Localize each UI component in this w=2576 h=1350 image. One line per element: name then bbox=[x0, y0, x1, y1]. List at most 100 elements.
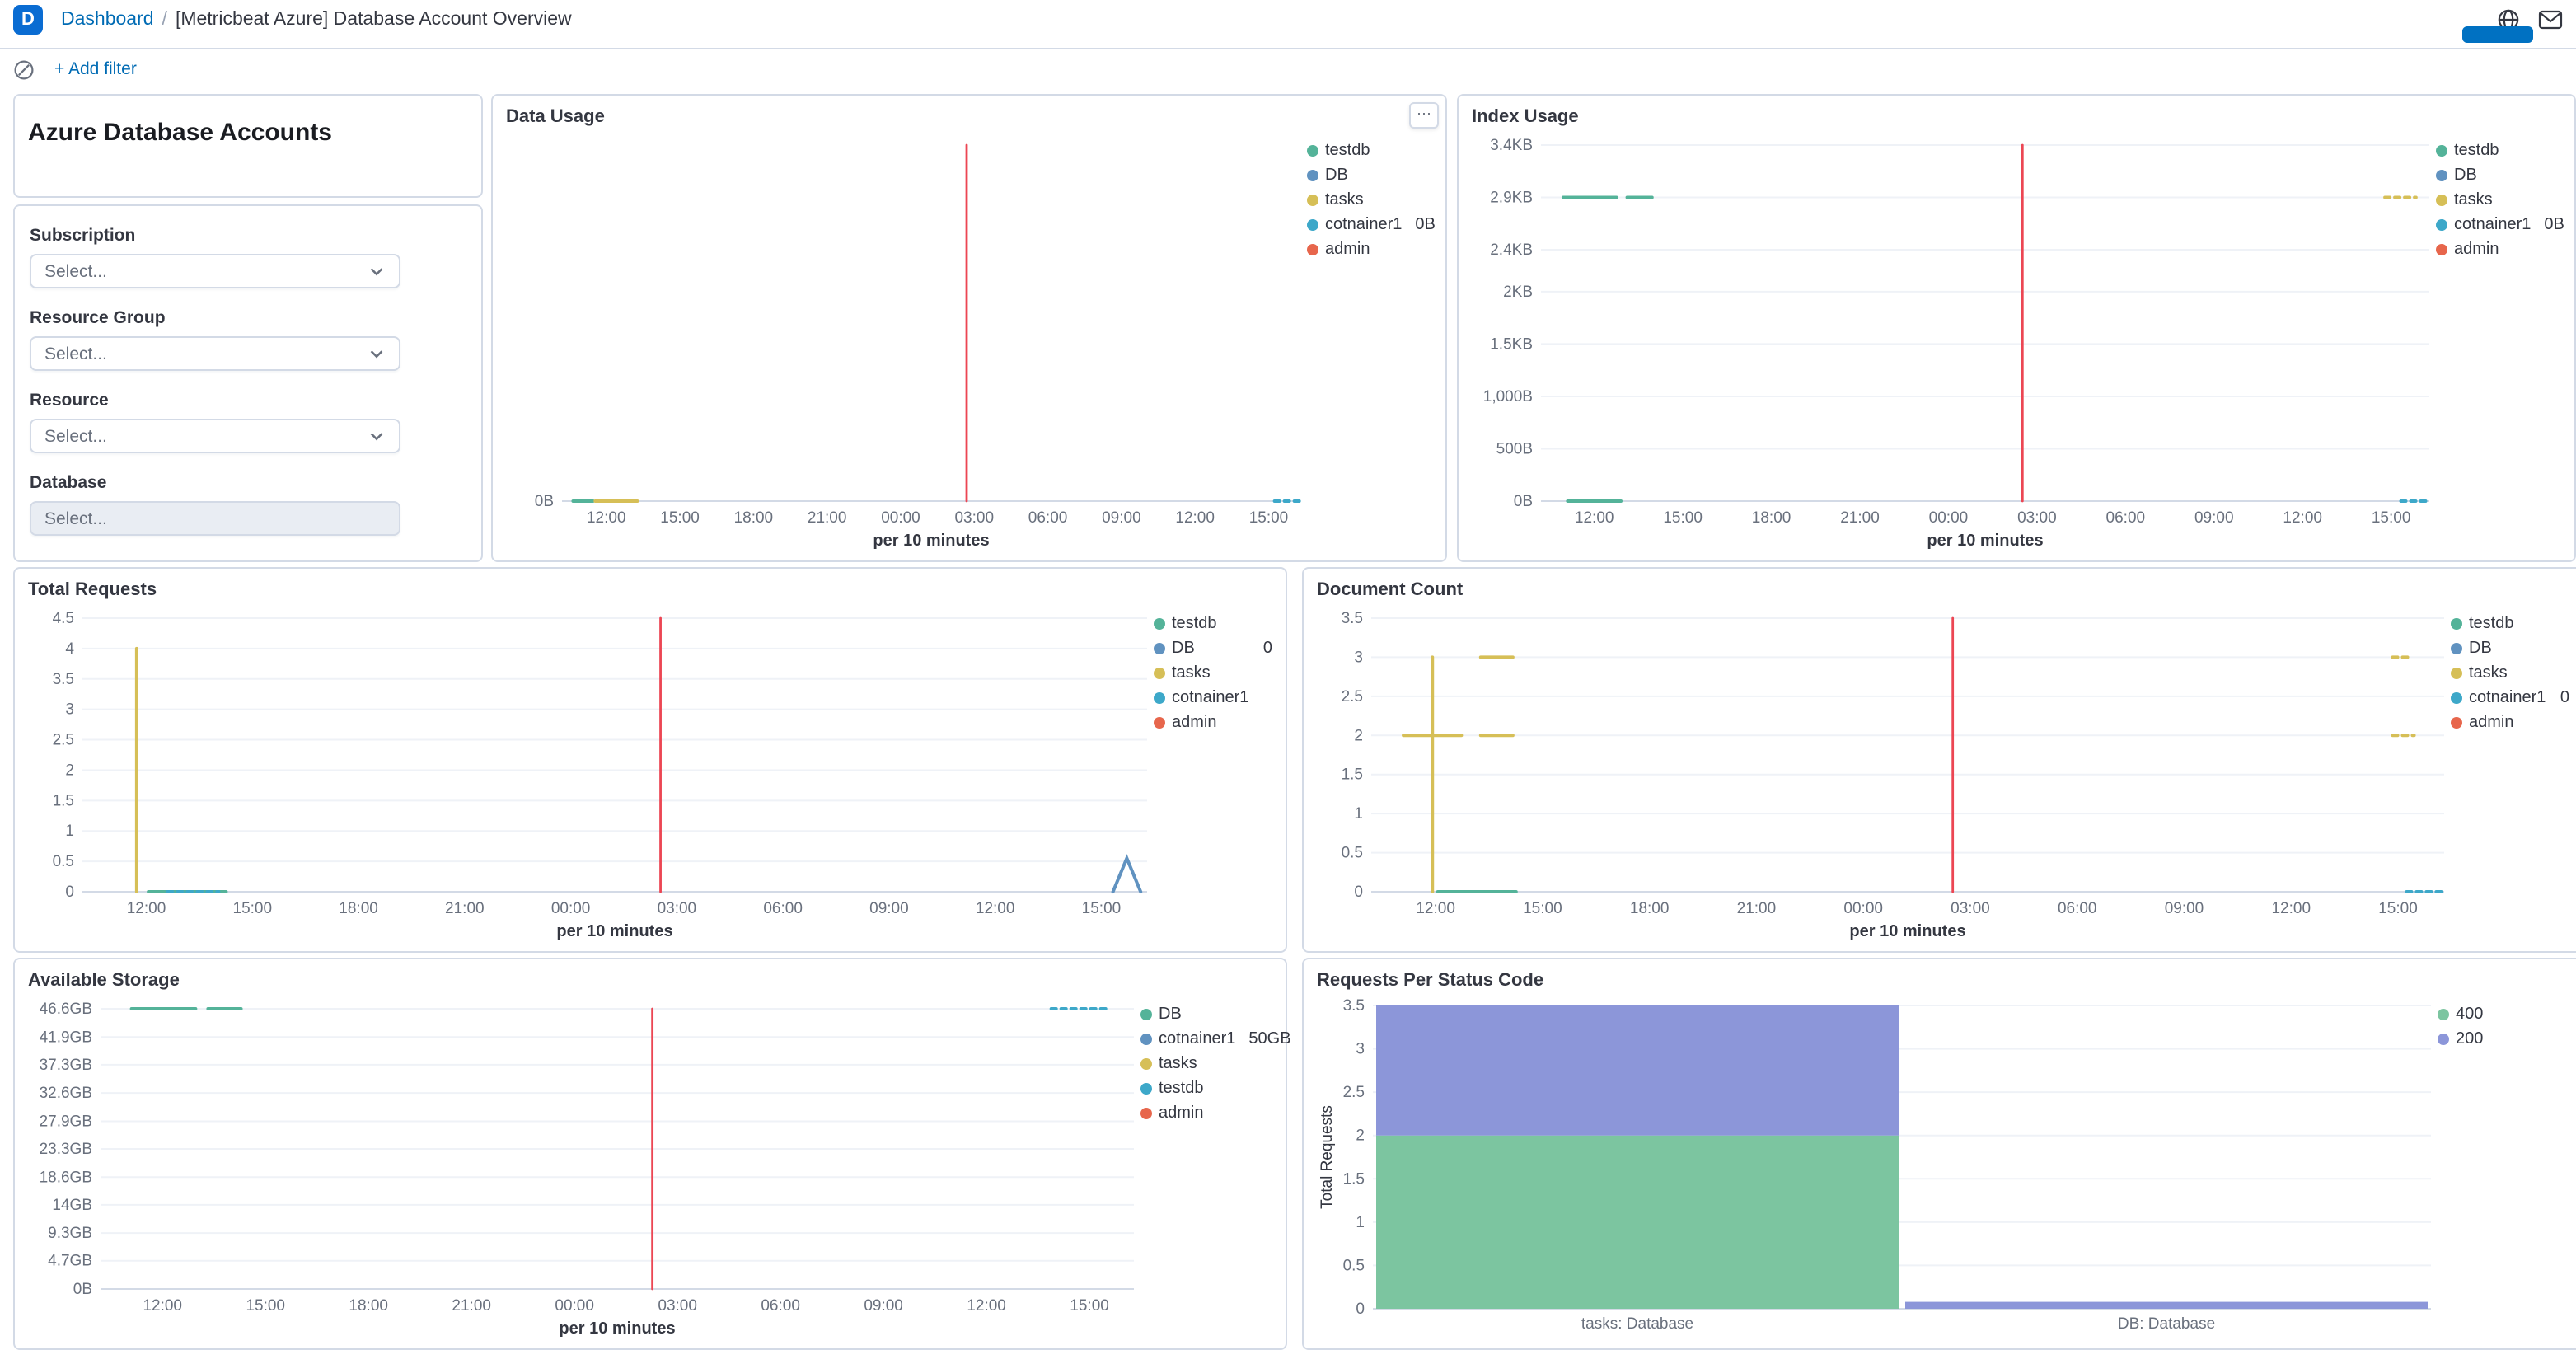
legend-label: 200 bbox=[2456, 1030, 2484, 1048]
resource-placeholder: Select... bbox=[44, 426, 107, 446]
legend-item[interactable]: cotnainer1 bbox=[1154, 689, 1272, 707]
legend-item[interactable]: DB bbox=[1140, 1005, 1272, 1024]
svg-text:37.3GB: 37.3GB bbox=[40, 1057, 92, 1074]
legend-item[interactable]: testdb bbox=[1154, 615, 1272, 633]
svg-text:18:00: 18:00 bbox=[339, 900, 378, 917]
svg-text:12:00: 12:00 bbox=[1175, 509, 1215, 527]
document-count-chart[interactable]: 0 0.5 1 1.5 2 2.5 3 3.5 12:00 15:00 18:00 21:00 00:0… bbox=[1317, 602, 2451, 941]
legend-dot bbox=[1154, 668, 1165, 679]
legend-item[interactable]: 200 bbox=[2438, 1030, 2569, 1048]
svg-text:18:00: 18:00 bbox=[1630, 900, 1670, 917]
svg-text:06:00: 06:00 bbox=[761, 1297, 800, 1315]
svg-text:15:00: 15:00 bbox=[1249, 509, 1289, 527]
resource-select[interactable]: Select... bbox=[30, 419, 400, 453]
legend-item[interactable]: DB bbox=[2436, 166, 2561, 185]
legend-item[interactable]: testdb bbox=[1140, 1080, 1272, 1098]
svg-text:14GB: 14GB bbox=[52, 1197, 92, 1214]
legend-item[interactable]: DB bbox=[2451, 640, 2569, 658]
chart-canvas: 0 0.5 1 1.5 2 2.5 3 3.5 12:00 15:00 18:00 21:00 00:0… bbox=[1342, 610, 2446, 940]
legend-item[interactable]: admin bbox=[1307, 241, 1432, 259]
database-placeholder: Select... bbox=[44, 509, 107, 528]
svg-text:2.5: 2.5 bbox=[53, 732, 74, 749]
svg-text:3.5: 3.5 bbox=[53, 671, 74, 688]
panel-title: Requests Per Status Code bbox=[1317, 971, 1544, 991]
legend-item[interactable]: admin bbox=[1154, 714, 1272, 732]
legend-item[interactable]: tasks bbox=[1154, 664, 1272, 682]
legend-dot bbox=[1307, 170, 1318, 181]
svg-text:3.5: 3.5 bbox=[1343, 997, 1365, 1015]
legend-item[interactable]: tasks bbox=[1140, 1055, 1272, 1073]
controls-panel: Subscription Select... Resource Group Se… bbox=[13, 204, 483, 562]
legend-item[interactable]: tasks bbox=[2451, 664, 2569, 682]
svg-text:00:00: 00:00 bbox=[1929, 509, 1969, 527]
legend-dot bbox=[1307, 145, 1318, 157]
legend-dot bbox=[1307, 195, 1318, 206]
breadcrumb-dashboard[interactable]: Dashboard bbox=[61, 10, 154, 30]
add-filter-button[interactable]: + Add filter bbox=[54, 59, 137, 79]
svg-text:21:00: 21:00 bbox=[808, 509, 847, 527]
database-select[interactable]: Select... bbox=[30, 501, 400, 536]
legend-item[interactable]: admin bbox=[1140, 1104, 1272, 1123]
legend-label: 400 bbox=[2456, 1005, 2484, 1024]
available-storage-chart[interactable]: 0B 4.7GB 9.3GB 14GB 18.6GB 23.3GB 27.9GB 32.6GB… bbox=[28, 992, 1140, 1338]
svg-text:03:00: 03:00 bbox=[2017, 509, 2057, 527]
svg-text:18:00: 18:00 bbox=[1752, 509, 1791, 527]
space-avatar[interactable]: D bbox=[13, 5, 43, 35]
legend-item[interactable]: testdb bbox=[1307, 142, 1432, 160]
index-usage-chart[interactable]: 0B 500B 1,000B 1.5KB 2KB 2.4KB 2.9KB 3.4KB 12:00… bbox=[1472, 129, 2436, 551]
svg-text:46.6GB: 46.6GB bbox=[40, 1001, 92, 1018]
legend-item[interactable]: tasks bbox=[1307, 191, 1432, 209]
legend-item[interactable]: cotnainer1 0B bbox=[1307, 216, 1436, 234]
legend-item[interactable]: cotnainer1 50GB bbox=[1140, 1030, 1291, 1048]
svg-text:3: 3 bbox=[1354, 649, 1363, 666]
legend-item[interactable]: 400 bbox=[2438, 1005, 2569, 1024]
mail-icon[interactable] bbox=[2536, 7, 2563, 33]
svg-text:Total Requests: Total Requests bbox=[1318, 1105, 1336, 1209]
svg-text:15:00: 15:00 bbox=[2378, 900, 2418, 917]
legend-item[interactable]: DB 0 bbox=[1154, 640, 1272, 658]
resource-group-select[interactable]: Select... bbox=[30, 336, 400, 371]
svg-text:12:00: 12:00 bbox=[2271, 900, 2311, 917]
panel-data-usage: ⋯ Data Usage 0B 12:00 15:00 18:00 21:00 00:00… bbox=[491, 94, 1447, 562]
chart-canvas: 0 0.5 1 1.5 2 2.5 3 3.5 Total Requests tasks: Dat… bbox=[1318, 997, 2431, 1333]
svg-text:00:00: 00:00 bbox=[551, 900, 591, 917]
legend-label: tasks bbox=[2454, 191, 2493, 209]
filter-options-icon[interactable] bbox=[13, 59, 35, 80]
svg-text:09:00: 09:00 bbox=[864, 1297, 903, 1315]
requests-per-status-code-chart[interactable]: 0 0.5 1 1.5 2 2.5 3 3.5 Total Requests tasks: Dat… bbox=[1317, 992, 2438, 1338]
legend-item[interactable]: DB bbox=[1307, 166, 1432, 185]
svg-text:per 10 minutes: per 10 minutes bbox=[1927, 532, 2043, 550]
panel-available-storage: Available Storage 0B 4.7GB 9.3GB 14GB 18.6GB… bbox=[13, 958, 1291, 1350]
svg-text:15:00: 15:00 bbox=[1523, 900, 1562, 917]
svg-text:15:00: 15:00 bbox=[2372, 509, 2411, 527]
legend-item[interactable]: testdb bbox=[2436, 142, 2561, 160]
chart-legend: DB cotnainer1 50GB tasks testdb admin bbox=[1140, 992, 1291, 1338]
legend-dot bbox=[2451, 717, 2462, 729]
svg-text:23.3GB: 23.3GB bbox=[40, 1141, 92, 1158]
svg-text:09:00: 09:00 bbox=[869, 900, 909, 917]
panel-options-button[interactable]: ⋯ bbox=[1409, 102, 1439, 129]
chart-legend: 400 200 bbox=[2438, 992, 2569, 1338]
data-usage-chart[interactable]: 0B 12:00 15:00 18:00 21:00 00:00 03:00 06:00 09:… bbox=[506, 129, 1307, 551]
legend-item[interactable]: cotnainer1 0B bbox=[2436, 216, 2564, 234]
field-label-resource: Resource bbox=[30, 391, 109, 410]
chart-legend: testdb DB tasks cotnainer1 0B admin bbox=[2436, 129, 2564, 551]
legend-dot bbox=[2438, 1009, 2449, 1020]
legend-item[interactable]: cotnainer1 0 bbox=[2451, 689, 2569, 707]
svg-text:15:00: 15:00 bbox=[660, 509, 700, 527]
legend-item[interactable]: admin bbox=[2451, 714, 2569, 732]
svg-text:21:00: 21:00 bbox=[1840, 509, 1880, 527]
svg-text:1.5: 1.5 bbox=[1342, 766, 1363, 784]
subscription-select[interactable]: Select... bbox=[30, 254, 400, 288]
svg-text:03:00: 03:00 bbox=[1951, 900, 1990, 917]
legend-item[interactable]: admin bbox=[2436, 241, 2561, 259]
svg-text:12:00: 12:00 bbox=[143, 1297, 182, 1315]
legend-item[interactable]: tasks bbox=[2436, 191, 2561, 209]
legend-item[interactable]: testdb bbox=[2451, 615, 2569, 633]
legend-dot bbox=[1154, 618, 1165, 630]
update-button[interactable] bbox=[2462, 26, 2533, 43]
total-requests-chart[interactable]: 0 0.5 1 1.5 2 2.5 3 3.5 4 4.5 12:00 15:00 18:00 21:00… bbox=[28, 602, 1154, 941]
legend-dot bbox=[1154, 643, 1165, 654]
svg-text:0B: 0B bbox=[73, 1281, 92, 1298]
legend-label: testdb bbox=[1159, 1080, 1204, 1098]
